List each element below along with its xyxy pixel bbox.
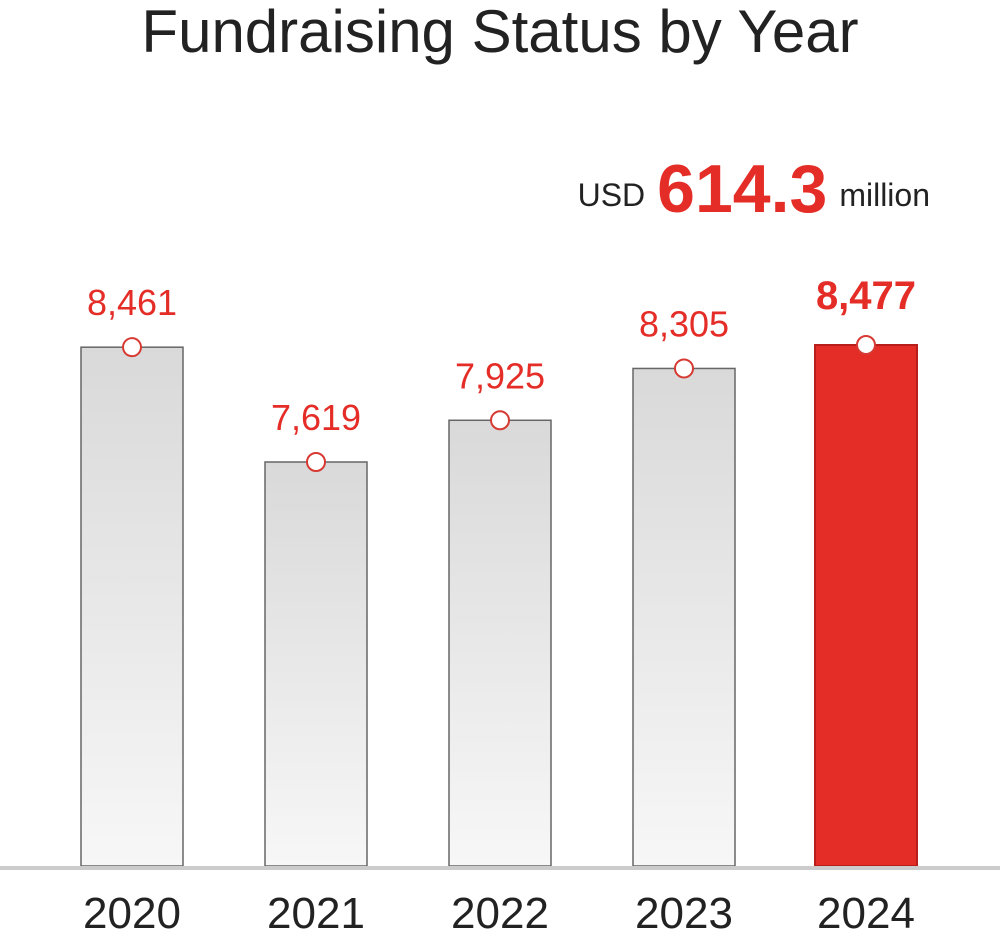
marker-2023	[674, 358, 694, 379]
bar-2024	[814, 344, 918, 867]
bar-2022	[448, 419, 552, 867]
marker-2021	[306, 452, 326, 472]
category-label-2020: 2020	[83, 889, 181, 930]
callout-scale: million	[839, 177, 930, 213]
category-label-2024: 2024	[817, 889, 915, 930]
marker-2022	[490, 410, 510, 431]
bar-2021	[264, 461, 368, 867]
total-amount-callout: USD 614.3 million	[578, 150, 930, 228]
value-label-2023: 8,305	[639, 303, 729, 344]
marker-2020	[122, 337, 142, 358]
value-label-2024: 8,477	[816, 274, 916, 318]
bar-2023	[632, 367, 736, 867]
category-label-2021: 2021	[267, 889, 365, 930]
category-label-2023: 2023	[635, 889, 733, 930]
callout-amount: 614.3	[657, 151, 828, 227]
callout-unit: USD	[577, 177, 646, 213]
category-label-2022: 2022	[451, 889, 549, 930]
value-label-2022: 7,925	[455, 355, 545, 396]
value-label-2020: 8,461	[87, 282, 177, 323]
bar-2020	[80, 346, 184, 867]
chart-title: Fundraising Status by Year	[141, 0, 859, 65]
value-label-2021: 7,619	[271, 397, 361, 438]
marker-2024	[856, 335, 876, 355]
